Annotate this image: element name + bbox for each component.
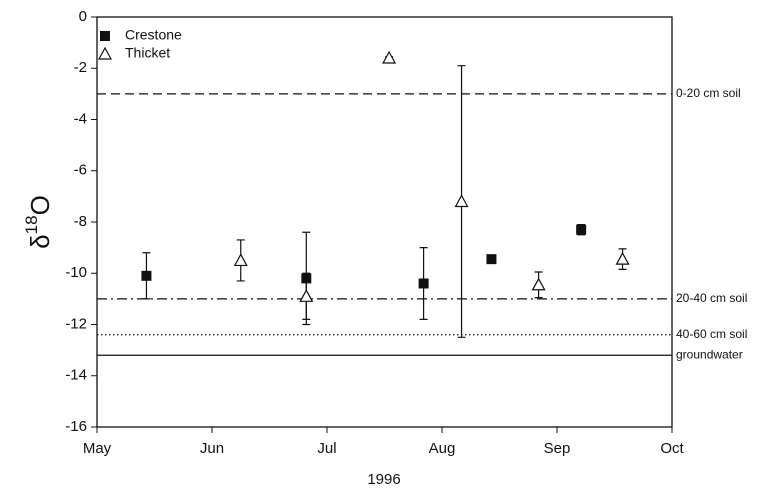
- x-tick-label: Sep: [544, 440, 571, 457]
- y-axis-title-part: δ: [25, 234, 55, 248]
- data-point: [233, 253, 248, 267]
- y-tick-label: 0: [79, 8, 87, 25]
- y-axis-title: δ18O: [22, 195, 54, 249]
- y-tick-label: -8: [74, 213, 87, 230]
- y-tick-label: -16: [65, 418, 87, 435]
- plot-frame: [96, 16, 673, 428]
- data-point: [418, 278, 429, 289]
- y-tick-label: -10: [65, 264, 87, 281]
- data-point: [454, 194, 469, 208]
- data-point: [299, 289, 314, 302]
- data-point: [531, 277, 546, 291]
- y-tick-label: -14: [65, 367, 87, 384]
- legend-label: Crestone: [125, 27, 182, 43]
- legend-marker: [100, 31, 110, 41]
- x-tick-label: Jun: [200, 440, 224, 457]
- data-point: [486, 254, 497, 265]
- y-axis-title-sup: 18: [22, 215, 41, 234]
- x-axis-title: 1996: [367, 471, 400, 488]
- y-axis-title-part: O: [25, 195, 55, 215]
- x-tick-label: Aug: [429, 440, 456, 457]
- reference-label: 40-60 cm soil: [676, 327, 747, 341]
- x-tick-label: Jul: [317, 440, 336, 457]
- data-point: [382, 50, 397, 64]
- data-point: [615, 251, 630, 265]
- reference-label: groundwater: [676, 347, 743, 361]
- reference-label: 0-20 cm soil: [676, 86, 741, 100]
- y-tick-label: -6: [74, 162, 87, 179]
- y-tick-label: -12: [65, 315, 87, 332]
- legend-label: Thicket: [125, 45, 170, 61]
- legend-marker: [97, 46, 113, 60]
- x-tick-label: Oct: [660, 440, 684, 457]
- reference-label: 20-40 cm soil: [676, 291, 747, 305]
- x-tick-label: May: [83, 440, 112, 457]
- y-tick-label: -4: [74, 110, 87, 127]
- data-point: [576, 224, 587, 235]
- y-tick-label: -2: [74, 59, 87, 76]
- data-point: [141, 270, 152, 281]
